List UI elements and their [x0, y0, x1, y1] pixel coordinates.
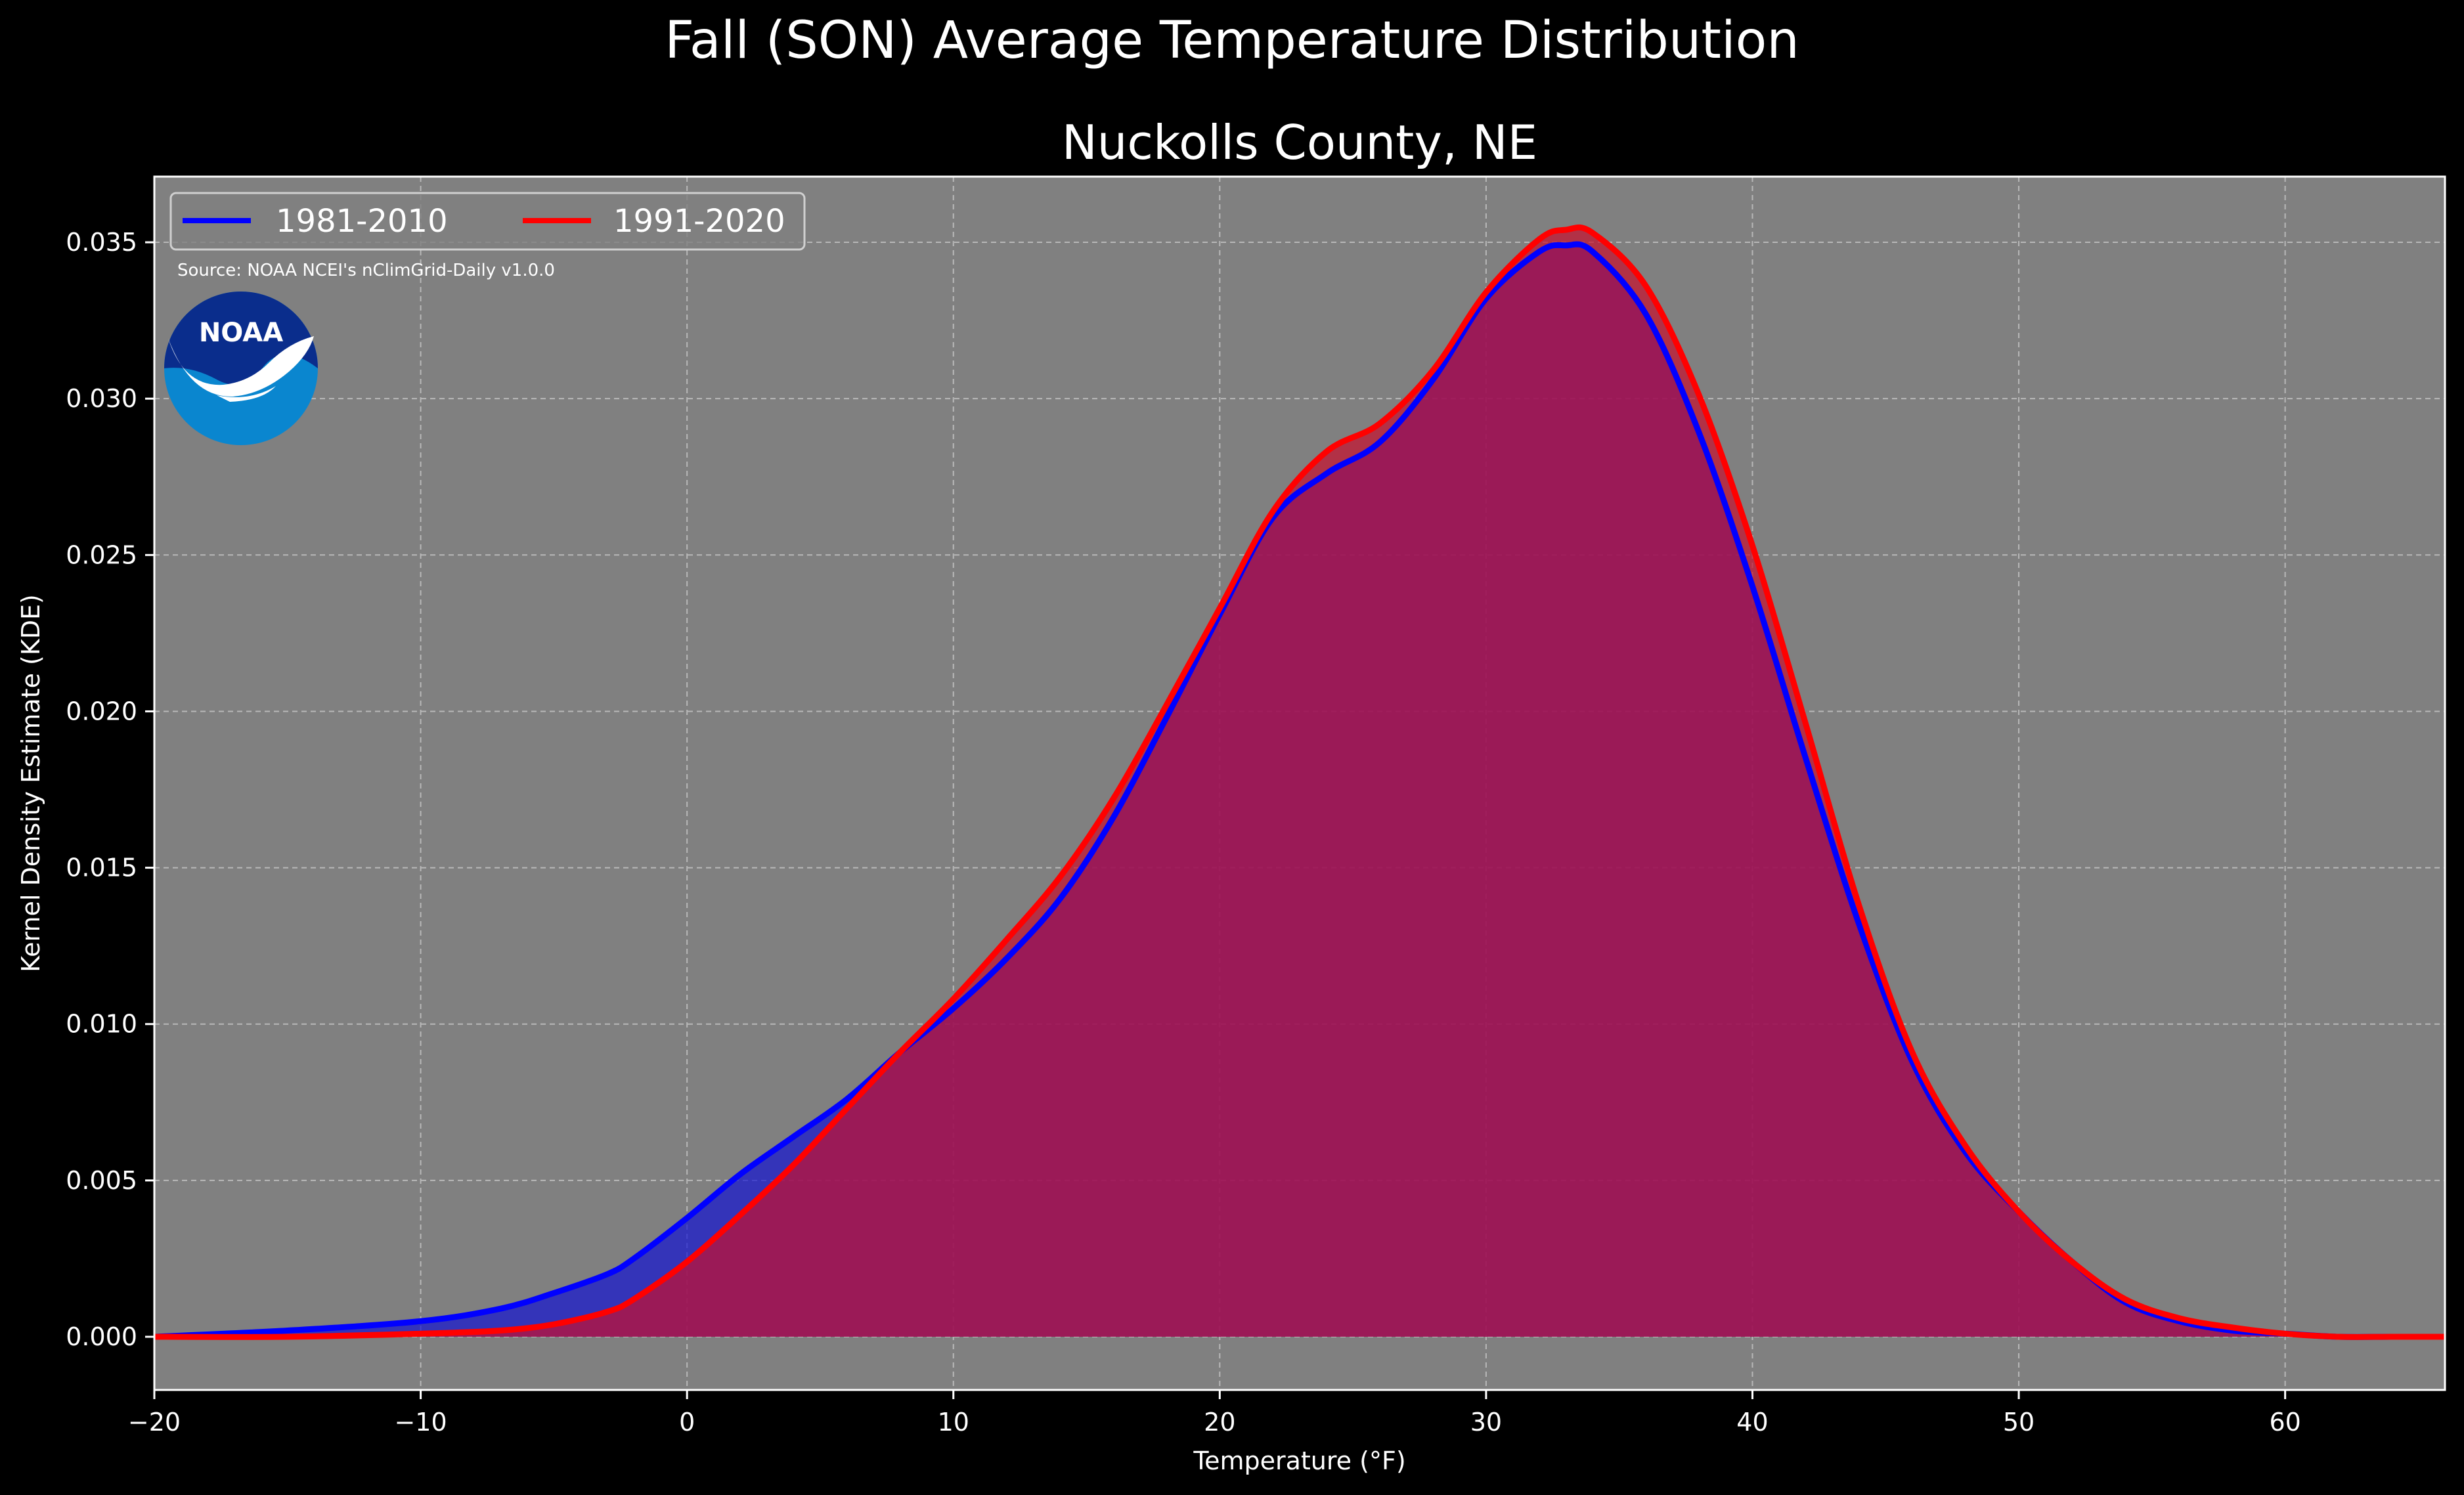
- legend-box: [169, 192, 806, 251]
- x-tick-label: −20: [128, 1408, 181, 1437]
- y-tick-label: 0.035: [66, 228, 137, 257]
- y-axis: 0.000 0.005 0.010 0.015 0.020 0.025 0.030 0.035: [66, 228, 154, 1351]
- y-tick-label: 0.020: [66, 697, 137, 726]
- y-tick-label: 0.010: [66, 1010, 137, 1039]
- legend-label-1991-2020: 1991-2020: [613, 203, 785, 240]
- y-tick-label: 0.025: [66, 540, 137, 569]
- x-tick-label: 10: [938, 1408, 969, 1437]
- x-axis-label: Temperature (°F): [1193, 1446, 1405, 1475]
- density-lines: [154, 224, 2445, 1340]
- logo-text: NOAA: [199, 318, 283, 348]
- y-tick-label: 0.005: [66, 1166, 137, 1195]
- y-tick-label: 0.000: [66, 1322, 137, 1351]
- x-tick-label: 50: [2003, 1408, 2035, 1437]
- source-note: Source: NOAA NCEI's nClimGrid-Daily v1.0…: [177, 261, 555, 280]
- legend-label-1981-2010: 1981-2010: [276, 203, 448, 240]
- x-tick-label: 20: [1204, 1408, 1235, 1437]
- density-fills: [154, 227, 2445, 1337]
- x-tick-label: −10: [394, 1408, 447, 1437]
- figure-suptitle: Fall (SON) Average Temperature Distribut…: [665, 11, 1799, 70]
- x-tick-label: 0: [679, 1408, 695, 1437]
- x-tick-label: 30: [1470, 1408, 1502, 1437]
- chart-title: Nuckolls County, NE: [1062, 115, 1537, 170]
- legend: 1981-2010 1991-2020: [169, 192, 806, 251]
- y-tick-label: 0.030: [66, 384, 137, 413]
- y-axis-label: Kernel Density Estimate (KDE): [16, 594, 45, 972]
- density-fill-1991-2020: [154, 227, 2445, 1337]
- x-tick-label: 60: [2269, 1408, 2300, 1437]
- density-line-1991-2020: [154, 224, 2445, 1340]
- noaa-logo: NOAA: [164, 292, 318, 445]
- x-axis: −20 −10 0 10 20 30 40 50 60: [128, 1390, 2301, 1437]
- y-tick-label: 0.015: [66, 854, 137, 882]
- x-tick-label: 40: [1736, 1408, 1768, 1437]
- plot-frame: [153, 175, 2446, 1391]
